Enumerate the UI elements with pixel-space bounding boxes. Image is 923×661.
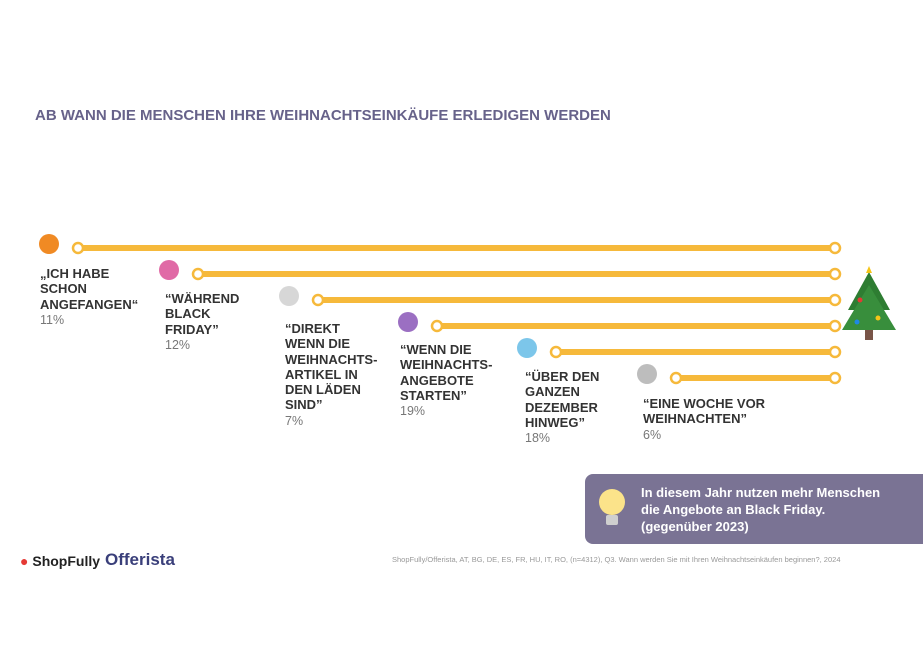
start-dot	[669, 371, 683, 385]
source: ShopFully/Offerista, AT, BG, DE, ES, FR,…	[392, 555, 841, 564]
title: AB WANN DIE MENSCHEN IHRE WEIHNACHTSEINK…	[35, 107, 611, 124]
callout-text: In diesem Jahr nutzen mehr Menschen die A…	[641, 484, 880, 535]
start-dot	[549, 345, 563, 359]
label-line: DEN LÄDEN	[285, 382, 361, 398]
label-line: “EINE WOCHE VOR	[643, 396, 766, 411]
end-dot	[828, 345, 842, 359]
item-share: 19%	[400, 404, 426, 419]
item-label: “EINE WOCHE VOR WEIHNACHTEN” 6%	[643, 396, 765, 442]
item-icon	[279, 286, 299, 306]
label-line: ANGEBOTE	[400, 372, 474, 388]
start-dot	[311, 293, 325, 307]
item-label: “ÜBER DEN GANZEN DEZEMBER HINWEG” 18%	[525, 369, 599, 445]
label-line: HINWEG”	[525, 414, 585, 430]
item-icon	[398, 312, 418, 332]
item-share: 11%	[40, 312, 65, 327]
label-line: BLACK	[165, 306, 211, 322]
start-dot	[191, 267, 205, 281]
label-line: SIND”	[285, 397, 323, 413]
label-line: ARTIKEL IN	[285, 366, 358, 382]
start-dot	[430, 319, 444, 333]
item-share: 12%	[165, 337, 191, 352]
logo-text: ShopFully	[32, 553, 101, 569]
item-icon	[159, 260, 179, 280]
bulb-icon	[599, 489, 625, 525]
end-dot	[828, 371, 842, 385]
item-icon	[637, 364, 657, 384]
label-line: „ICH HABE	[40, 266, 110, 281]
end-dot	[828, 267, 842, 281]
logo-offerista: Offerista	[105, 550, 175, 569]
label-line: WEIHNACHTS-	[400, 357, 493, 373]
logo-shopfully: ● ShopFully	[20, 553, 101, 569]
label-line: ANGEFANGEN“	[40, 296, 139, 312]
item-label: „ICH HABE SCHON ANGEFANGEN“ 11%	[40, 266, 138, 327]
label-line: GANZEN	[525, 384, 580, 400]
callout-line: (gegenüber 2023)	[641, 519, 749, 534]
label-line: “WÄHREND	[165, 291, 240, 306]
callout-line: die Angebote an Black Friday.	[641, 502, 826, 517]
label-line: STARTEN”	[400, 387, 467, 403]
tree-icon	[842, 266, 896, 340]
label-line: “ÜBER DEN	[525, 369, 600, 384]
item-share: 18%	[525, 431, 551, 446]
label-line: WEIHNACHTEN”	[643, 411, 747, 427]
item-share: 7%	[285, 413, 304, 428]
end-dot	[828, 319, 842, 333]
label-line: DEZEMBER	[525, 399, 598, 415]
label-line: FRIDAY”	[165, 321, 219, 337]
callout-line: In diesem Jahr nutzen mehr Menschen	[641, 485, 881, 500]
label-line: WENN DIE	[285, 336, 350, 352]
item-label: “WENN DIE WEIHNACHTS- ANGEBOTE STARTEN” 19%	[400, 342, 492, 418]
label-line: WEIHNACHTS-	[285, 351, 378, 367]
label-line: SCHON	[40, 281, 87, 297]
label-line: “WENN DIE	[400, 342, 472, 357]
end-dot	[828, 241, 842, 255]
callout: In diesem Jahr nutzen mehr Menschen die A…	[585, 474, 923, 544]
item-label: “DIREKT WENN DIE WEIHNACHTS- ARTIKEL IN DEN …	[285, 321, 377, 428]
start-dot	[71, 241, 85, 255]
item-icon	[39, 234, 59, 254]
item-label: “WÄHREND BLACK FRIDAY” 12%	[165, 291, 239, 352]
item-icon	[517, 338, 537, 358]
item-share: 6%	[643, 427, 662, 442]
label-line: “DIREKT	[285, 321, 340, 336]
end-dot	[828, 293, 842, 307]
